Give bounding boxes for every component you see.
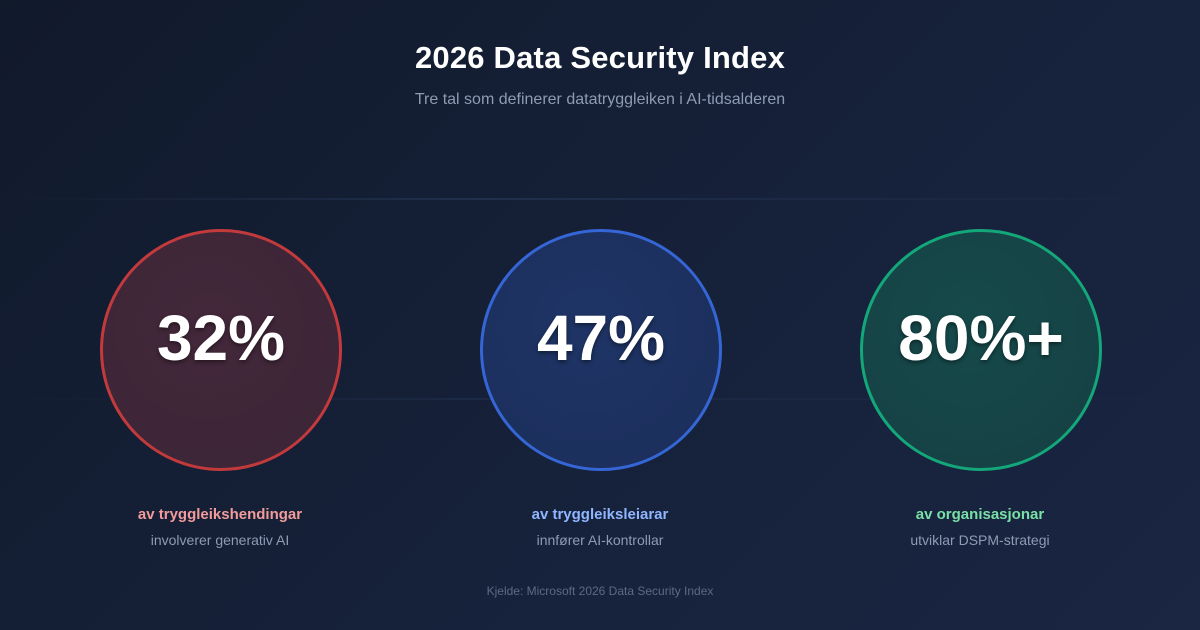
background-line [0,198,1200,200]
stat-value: 47% [536,302,666,374]
stat-card-organisations: 80%+ av organisasjonar utviklar DSPM-str… [830,229,1130,559]
stat-value: 80%+ [898,302,1064,374]
stat-circle: 80%+ [860,229,1102,471]
source-footnote: Kjelde: Microsoft 2026 Data Security Ind… [486,584,714,598]
stat-value: 32% [156,302,286,374]
page-title: 2026 Data Security Index [414,40,786,75]
stat-card-incidents: 32% av tryggleikshendingar involverer ge… [70,229,370,559]
stat-circle: 47% [480,229,722,471]
stat-description: utviklar DSPM-strategi [910,532,1050,548]
stat-label: av tryggleikshendingar [137,506,303,523]
stat-description: innfører AI-kontrollar [536,532,664,548]
stat-card-leaders: 47% av tryggleiksleiarar innfører AI-kon… [450,229,750,559]
stat-description: involverer generativ AI [150,532,290,548]
stat-circle: 32% [100,229,342,471]
stat-label: av organisasjonar [915,506,1045,523]
page-subtitle: Tre tal som definerer datatryggleiken i … [414,91,786,108]
stat-label: av tryggleiksleiarar [531,506,669,523]
